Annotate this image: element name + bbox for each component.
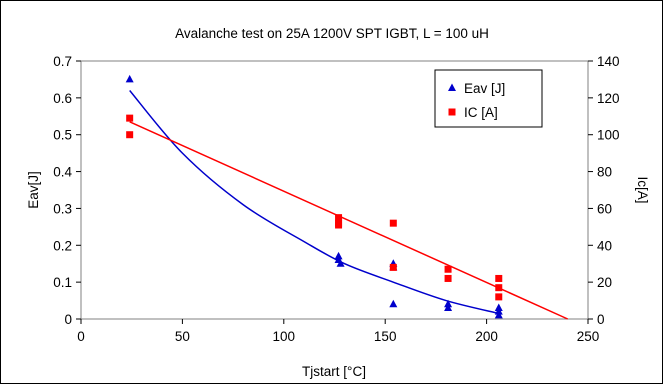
y-tick-label: 0.7	[53, 54, 72, 69]
x-tick-label: 150	[374, 329, 397, 344]
eav-trendline	[129, 90, 499, 315]
eav-data-point	[494, 310, 503, 319]
ic-data-point	[389, 219, 397, 227]
y-axis-label-left: Eav[J]	[26, 171, 41, 209]
ic-data-point	[495, 274, 503, 282]
chart-title: Avalanche test on 25A 1200V SPT IGBT, L …	[175, 26, 489, 41]
ic-data-point	[126, 114, 134, 122]
legend-label: IC [A]	[464, 105, 498, 120]
y2-tick-label: 0	[597, 312, 605, 327]
x-tick-label: 250	[577, 329, 600, 344]
legend-label: Eav [J]	[464, 81, 505, 96]
legend: Eav [J] IC [A]	[434, 69, 543, 128]
y2-tick-label: 80	[597, 165, 612, 180]
x-tick-label: 200	[475, 329, 498, 344]
x-axis-label: Tjstart [°C]	[302, 364, 366, 379]
ic-data-point	[495, 284, 503, 292]
ic-data-point	[444, 274, 452, 282]
ic-trendline	[129, 121, 569, 320]
y-axis-left: 0 0.1 0.2 0.3 0.4 0.5 0.6 0.7	[53, 54, 81, 327]
y2-tick-label: 20	[597, 275, 612, 290]
y2-tick-label: 140	[597, 54, 620, 69]
y-tick-label: 0.4	[53, 165, 72, 180]
x-tick-label: 50	[175, 329, 190, 344]
y-tick-label: 0.1	[53, 275, 72, 290]
eav-data-point	[389, 299, 398, 308]
trendlines	[129, 90, 569, 320]
plot-area	[80, 60, 589, 320]
ic-legend-marker	[448, 108, 456, 116]
ic-data-point	[335, 214, 343, 222]
eav-data-point	[125, 74, 134, 83]
y2-tick-label: 60	[597, 201, 612, 216]
y-axis-right: 0 20 40 60 80 100 120 140	[588, 54, 620, 327]
ic-data-point	[444, 265, 452, 273]
x-tick-label: 0	[77, 329, 85, 344]
y2-tick-label: 120	[597, 91, 620, 106]
eav-legend-marker	[448, 83, 456, 91]
ic-data-point	[495, 293, 503, 301]
ic-data-point	[389, 263, 397, 271]
y-tick-label: 0.2	[53, 238, 72, 253]
ic-data-point	[335, 221, 343, 229]
y2-tick-label: 100	[597, 128, 620, 143]
y-tick-label: 0	[64, 312, 72, 327]
y-tick-label: 0.6	[53, 91, 72, 106]
ic-data-point	[126, 131, 134, 139]
x-tick-label: 100	[273, 329, 296, 344]
eav-data-point	[444, 303, 453, 311]
eav-data-point	[336, 259, 345, 267]
data-markers	[125, 74, 503, 319]
y2-tick-label: 40	[597, 238, 612, 253]
legend-box	[434, 69, 543, 128]
y-axis-label-right: Ic[A]	[635, 176, 650, 203]
y-tick-label: 0.3	[53, 201, 72, 216]
y-tick-label: 0.5	[53, 128, 72, 143]
x-axis: 0 50 100 150 200 250	[77, 319, 599, 344]
